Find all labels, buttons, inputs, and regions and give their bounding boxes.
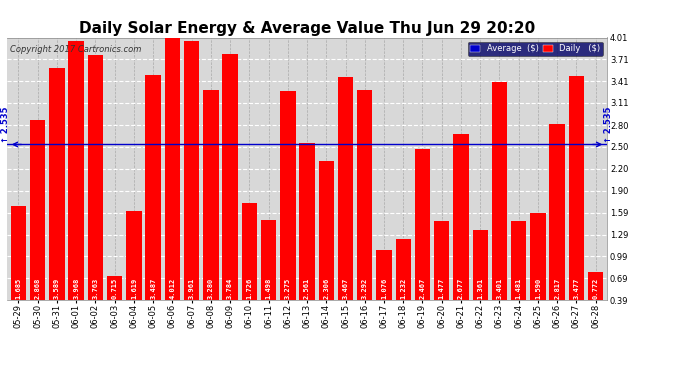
Text: 1.361: 1.361 (477, 277, 483, 298)
Bar (588, 272, 603, 300)
Text: 1.477: 1.477 (439, 277, 445, 298)
Text: 2.467: 2.467 (420, 277, 426, 298)
Bar (357, 90, 373, 300)
Bar (376, 250, 392, 300)
Text: ↑ 2.535: ↑ 2.535 (1, 106, 10, 143)
Text: 3.467: 3.467 (342, 277, 348, 298)
Bar (88, 56, 103, 300)
Bar (126, 211, 141, 300)
Bar (530, 213, 546, 300)
Bar (338, 77, 353, 300)
Bar (549, 124, 565, 300)
Bar (68, 40, 84, 300)
Text: 3.784: 3.784 (227, 277, 233, 298)
Text: 1.685: 1.685 (15, 277, 21, 298)
Text: 4.012: 4.012 (169, 277, 175, 298)
Text: 3.961: 3.961 (188, 277, 195, 298)
Text: 3.292: 3.292 (362, 277, 368, 298)
Text: 1.232: 1.232 (400, 277, 406, 298)
Text: 2.868: 2.868 (34, 277, 41, 298)
Bar (395, 239, 411, 300)
Legend: Average  ($), Daily   ($): Average ($), Daily ($) (468, 42, 603, 56)
Text: 1.481: 1.481 (515, 277, 522, 298)
Text: 1.076: 1.076 (381, 277, 387, 298)
Text: 1.619: 1.619 (131, 277, 137, 298)
Bar (146, 75, 161, 300)
Bar (492, 82, 507, 300)
Text: 2.677: 2.677 (458, 277, 464, 298)
Bar (184, 41, 199, 300)
Bar (453, 134, 469, 300)
Bar (107, 276, 122, 300)
Bar (415, 149, 430, 300)
Text: 1.498: 1.498 (266, 277, 272, 298)
Bar (11, 206, 26, 300)
Text: 3.477: 3.477 (573, 277, 580, 298)
Bar (261, 220, 276, 300)
Text: 3.275: 3.275 (285, 277, 290, 298)
Bar (434, 221, 449, 300)
Bar (222, 54, 238, 300)
Text: 3.280: 3.280 (208, 277, 214, 298)
Text: 3.401: 3.401 (496, 277, 502, 298)
Bar (30, 120, 46, 300)
Bar (473, 230, 488, 300)
Bar (299, 142, 315, 300)
Bar (165, 38, 180, 300)
Text: 2.306: 2.306 (324, 277, 329, 298)
Title: Daily Solar Energy & Average Value Thu Jun 29 20:20: Daily Solar Energy & Average Value Thu J… (79, 21, 535, 36)
Text: 3.763: 3.763 (92, 277, 99, 298)
Text: 3.589: 3.589 (54, 277, 60, 298)
Bar (49, 68, 65, 300)
Bar (241, 203, 257, 300)
Bar (511, 221, 526, 300)
Bar (569, 76, 584, 300)
Text: 3.487: 3.487 (150, 277, 156, 298)
Bar (319, 161, 334, 300)
Text: Copyright 2017 Cartronics.com: Copyright 2017 Cartronics.com (10, 45, 141, 54)
Bar (280, 91, 295, 300)
Text: 3.968: 3.968 (73, 277, 79, 298)
Text: 0.772: 0.772 (593, 277, 599, 298)
Bar (203, 90, 219, 300)
Text: 2.561: 2.561 (304, 277, 310, 298)
Text: 1.726: 1.726 (246, 277, 253, 298)
Text: 2.817: 2.817 (554, 277, 560, 298)
Text: ↑ 2.535: ↑ 2.535 (604, 106, 613, 143)
Text: 1.590: 1.590 (535, 277, 541, 298)
Text: 0.715: 0.715 (112, 277, 118, 298)
